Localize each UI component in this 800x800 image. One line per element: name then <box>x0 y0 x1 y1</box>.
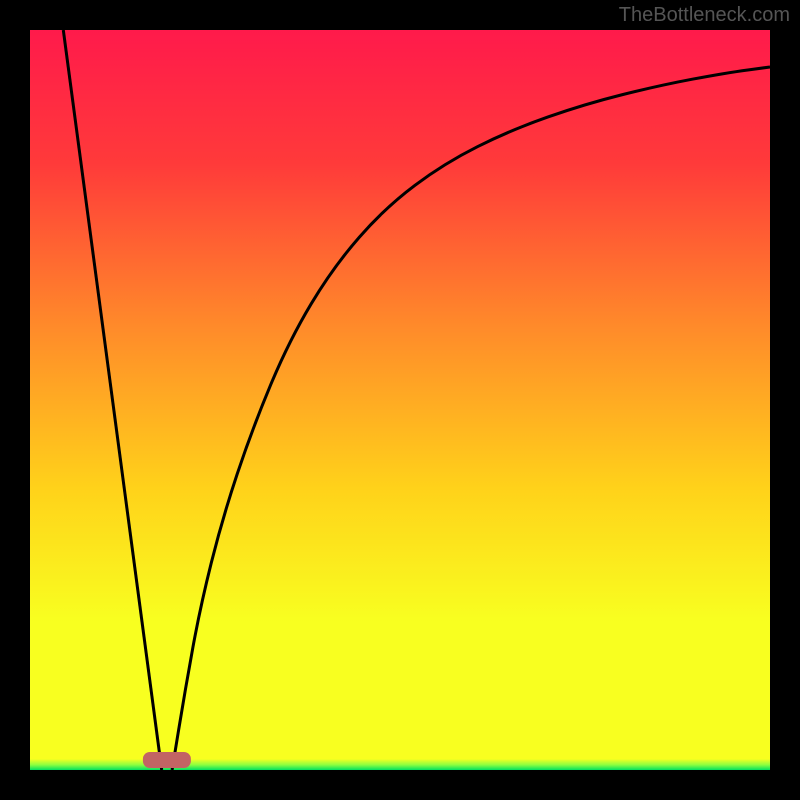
plot-background-gradient <box>30 30 770 770</box>
optimal-marker <box>143 752 191 768</box>
chart-container: TheBottleneck.com <box>0 0 800 800</box>
bottleneck-chart <box>0 0 800 800</box>
watermark-label: TheBottleneck.com <box>619 4 790 27</box>
